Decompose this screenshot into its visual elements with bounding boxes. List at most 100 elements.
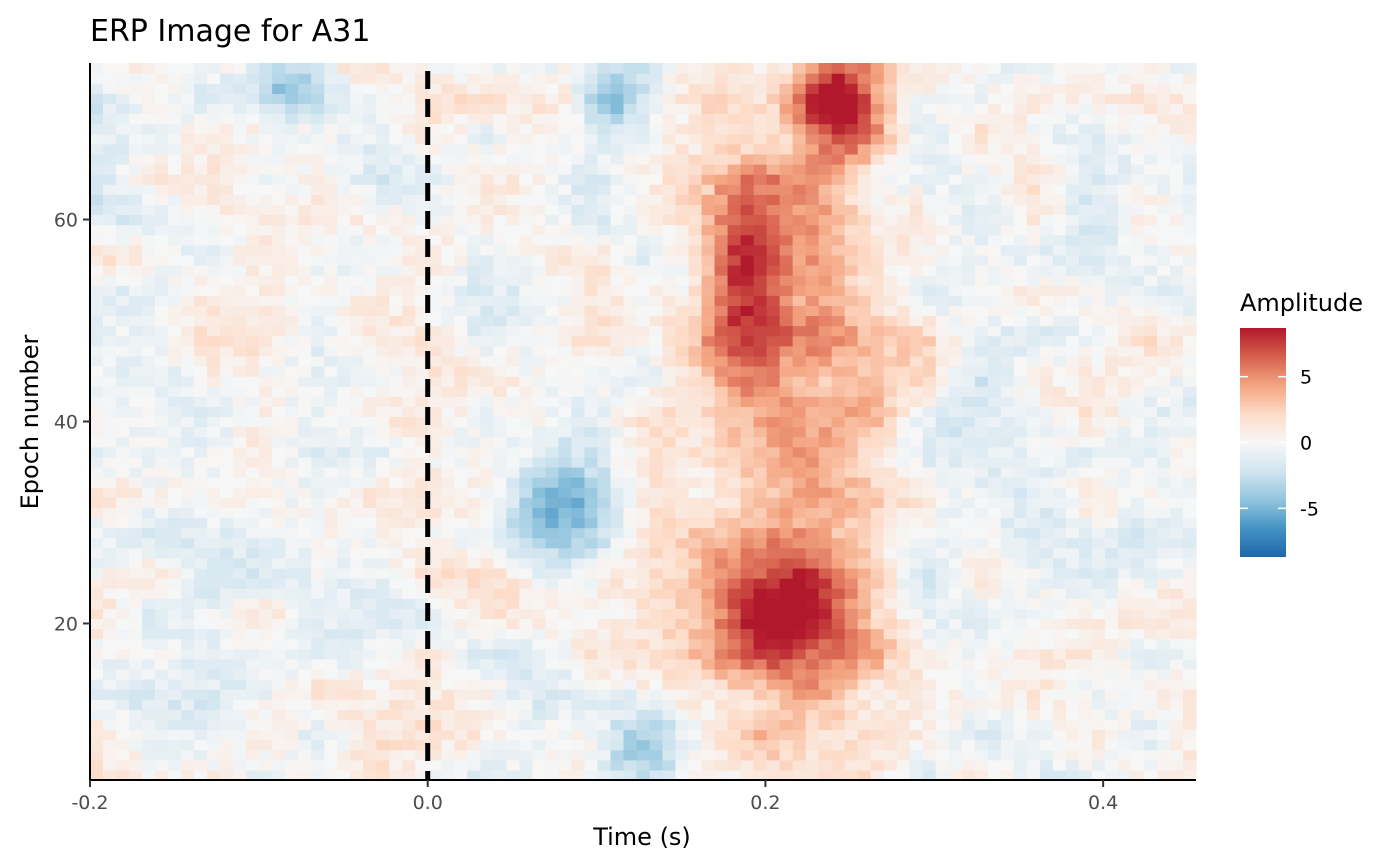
heatmap-cell	[909, 699, 924, 710]
heatmap-cell	[194, 406, 208, 418]
heatmap-cell	[662, 325, 677, 337]
heatmap-cell	[545, 689, 560, 700]
heatmap-cell	[90, 729, 104, 741]
heatmap-cell	[1039, 224, 1054, 236]
heatmap-cell	[662, 769, 677, 781]
heatmap-cell	[168, 638, 182, 650]
heatmap-cell	[246, 608, 260, 620]
heatmap-cell	[363, 618, 377, 630]
heatmap-cell	[181, 628, 195, 640]
heatmap-cell	[766, 456, 781, 468]
heatmap-cell	[246, 689, 260, 700]
heatmap-cell	[935, 426, 950, 438]
heatmap-cell	[480, 184, 494, 195]
heatmap-cell	[1104, 254, 1119, 266]
heatmap-cell	[571, 759, 586, 771]
heatmap-cell	[1156, 295, 1171, 306]
heatmap-cell	[1117, 679, 1132, 690]
heatmap-cell	[272, 365, 286, 377]
heatmap-cell	[402, 386, 416, 397]
heatmap-cell	[90, 285, 104, 296]
heatmap-cell	[1000, 769, 1015, 781]
heatmap-cell	[389, 759, 403, 771]
heatmap-cell	[948, 416, 963, 428]
heatmap-cell	[792, 244, 807, 256]
heatmap-cell	[272, 497, 286, 508]
heatmap-cell	[207, 456, 221, 468]
heatmap-cell	[1130, 477, 1145, 488]
heatmap-cell	[1000, 658, 1015, 670]
heatmap-cell	[1078, 557, 1093, 569]
heatmap-cell	[389, 578, 403, 589]
heatmap-cell	[558, 436, 573, 448]
heatmap-cell	[1156, 608, 1171, 620]
heatmap-cell	[467, 567, 481, 579]
heatmap-cell	[324, 406, 338, 418]
heatmap-cell	[272, 618, 286, 630]
heatmap-cell	[636, 305, 651, 317]
heatmap-cell	[688, 668, 703, 680]
heatmap-cell	[649, 628, 664, 640]
heatmap-cell	[181, 658, 195, 670]
heatmap-cell	[207, 497, 221, 508]
heatmap-cell	[298, 426, 312, 438]
heatmap-cell	[337, 456, 351, 468]
heatmap-cell	[142, 376, 156, 387]
heatmap-cell	[142, 254, 156, 266]
heatmap-cell	[454, 557, 468, 569]
heatmap-cell	[480, 416, 494, 428]
heatmap-cell	[441, 446, 455, 458]
heatmap-cell	[714, 436, 729, 448]
heatmap-cell	[181, 365, 195, 377]
heatmap-cell	[1052, 769, 1067, 781]
heatmap-cell	[584, 214, 599, 226]
heatmap-cell	[935, 214, 950, 226]
heatmap-cell	[896, 527, 911, 539]
heatmap-cell	[922, 466, 937, 478]
heatmap-cell	[1013, 254, 1028, 266]
heatmap-cell	[792, 315, 807, 327]
heatmap-cell	[636, 254, 651, 266]
heatmap-cell	[844, 517, 859, 529]
heatmap-cell	[779, 315, 794, 327]
heatmap-cell	[441, 355, 455, 367]
heatmap-cell	[142, 345, 156, 357]
heatmap-cell	[1130, 345, 1145, 357]
heatmap-cell	[688, 547, 703, 559]
heatmap-cell	[324, 729, 338, 741]
heatmap-cell	[246, 456, 260, 468]
heatmap-cell	[636, 769, 651, 781]
heatmap-cell	[558, 386, 573, 397]
heatmap-cell	[1156, 618, 1171, 630]
heatmap-cell	[571, 648, 586, 660]
heatmap-cell	[376, 184, 390, 195]
heatmap-cell	[649, 446, 664, 458]
heatmap-cell	[207, 547, 221, 559]
heatmap-cell	[766, 466, 781, 478]
heatmap-cell	[935, 396, 950, 407]
heatmap-cell	[142, 386, 156, 397]
heatmap-cell	[220, 295, 234, 306]
heatmap-cell	[1156, 658, 1171, 670]
heatmap-cell	[506, 608, 520, 620]
heatmap-cell	[194, 557, 208, 569]
heatmap-cell	[298, 396, 312, 407]
heatmap-cell	[584, 759, 599, 771]
heatmap-cell	[1130, 679, 1145, 690]
heatmap-cell	[545, 618, 560, 630]
heatmap-cell	[922, 679, 937, 690]
heatmap-cell	[987, 719, 1002, 731]
heatmap-cell	[1169, 557, 1184, 569]
heatmap-cell	[506, 497, 520, 508]
heatmap-cell	[493, 335, 507, 347]
heatmap-cell	[519, 234, 533, 246]
heatmap-cell	[532, 588, 547, 599]
heatmap-cell	[1039, 386, 1054, 397]
heatmap-cell	[1091, 244, 1106, 256]
heatmap-cell	[688, 517, 703, 529]
heatmap-cell	[1078, 537, 1093, 549]
heatmap-cell	[909, 557, 924, 569]
heatmap-cell	[1052, 719, 1067, 731]
heatmap-cell	[974, 365, 989, 377]
heatmap-cell	[779, 386, 794, 397]
